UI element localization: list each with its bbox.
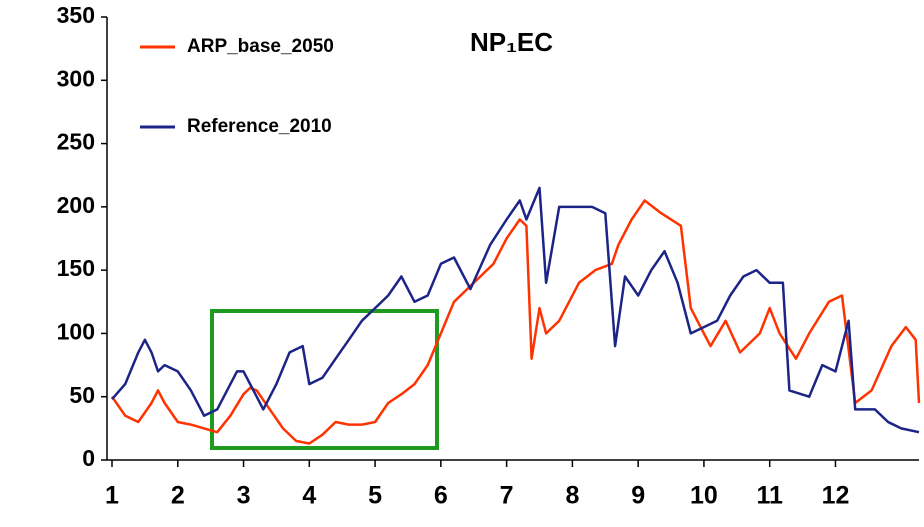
x-tick-label: 2 [171,482,185,510]
y-tick-label: 0 [82,445,95,471]
y-tick-label: 50 [69,382,95,408]
highlight-box [210,309,439,450]
y-tick-label: 100 [57,319,95,345]
x-tick-label: 11 [756,482,783,510]
y-tick-label: 150 [57,255,95,281]
x-tick-label: 10 [690,482,718,510]
y-tick-label: 250 [57,129,95,155]
x-tick-label: 1 [105,482,119,510]
y-tick-label: 200 [57,192,95,218]
x-tick-label: 9 [631,482,645,510]
chart-title: NP₁EC [470,27,553,57]
x-tick-label: 12 [822,482,850,510]
x-tick-label: 5 [368,482,382,510]
legend-label: Reference_2010 [187,116,332,137]
y-tick-label: 350 [57,2,95,28]
x-tick-label: 8 [565,482,579,510]
series-line [110,199,921,445]
legend-label: ARP_base_2050 [187,36,334,57]
x-tick-label: 6 [434,482,448,510]
x-tick-label: 3 [237,482,251,510]
y-tick-label: 300 [57,65,95,91]
series-line [111,186,920,434]
x-tick-label: 7 [500,482,514,510]
x-tick-label: 4 [302,482,316,510]
